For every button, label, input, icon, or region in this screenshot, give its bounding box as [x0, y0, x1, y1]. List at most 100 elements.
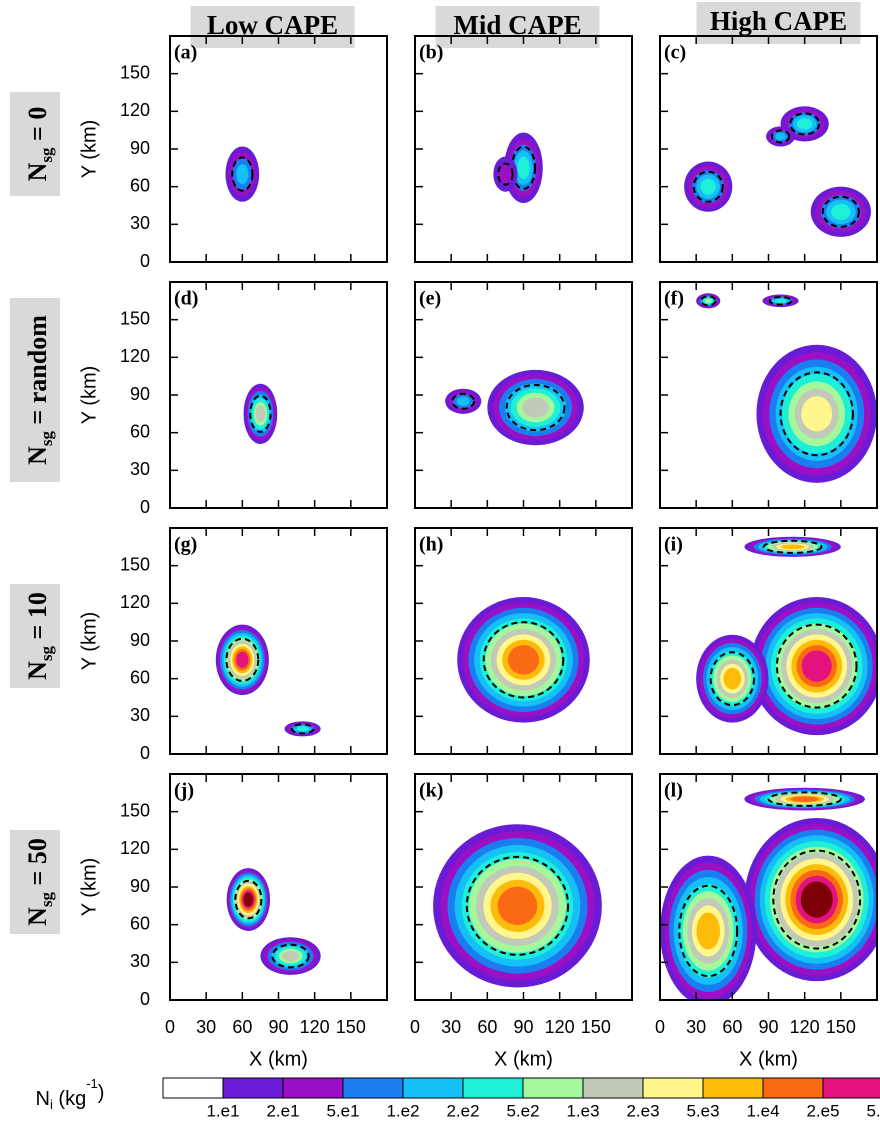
colorbar-label-part: ) — [98, 1082, 105, 1104]
colorbar-box — [762, 1077, 824, 1099]
column-title-box — [435, 6, 600, 48]
x-tick-label: 60 — [477, 1017, 497, 1037]
x-axis-label: X (km) — [739, 1048, 798, 1070]
contour-fill — [704, 298, 712, 304]
contour-field — [433, 824, 602, 988]
contour-fill — [282, 950, 299, 962]
contour-fill — [236, 651, 249, 668]
panel-label: (c) — [664, 42, 686, 64]
x-tick-label: 60 — [232, 1017, 252, 1037]
colorbar-box — [162, 1077, 224, 1099]
y-tick-label: 120 — [120, 100, 150, 120]
contour-fill — [498, 164, 513, 185]
contour-line — [762, 539, 823, 554]
y-tick-label: 120 — [120, 346, 150, 366]
y-tick-label: 150 — [120, 554, 150, 574]
colorbar-tick-label: 2.e5 — [806, 1101, 839, 1120]
contour-fill — [517, 156, 530, 180]
contour-field — [457, 597, 590, 723]
x-axis-label: X (km) — [249, 1048, 308, 1070]
contour-line — [789, 112, 821, 136]
colorbar-tick-label: 1.e4 — [746, 1101, 779, 1120]
contour-line — [821, 195, 860, 228]
y-tick-label: 30 — [130, 213, 150, 233]
contour-line — [482, 621, 565, 699]
contour-line — [770, 129, 791, 144]
contour-line — [779, 371, 854, 457]
contour-fill — [801, 396, 833, 432]
colorbar-label-part: (kg — [53, 1088, 86, 1110]
contour-fill — [775, 132, 786, 141]
panel-label: (i) — [664, 534, 683, 556]
x-tick-label: 150 — [826, 1017, 856, 1037]
y-tick-label: 150 — [120, 62, 150, 82]
row-label-part: sg — [37, 431, 56, 447]
contour-line — [234, 879, 263, 920]
x-tick-label: 90 — [758, 1017, 778, 1037]
colorbar-tick-label: 5.e1 — [326, 1101, 359, 1120]
y-tick-label: 0 — [140, 743, 150, 763]
contour-fill — [801, 650, 832, 682]
x-tick-label: 150 — [581, 1017, 611, 1037]
contour-line — [505, 383, 566, 432]
y-tick-label: 150 — [120, 800, 150, 820]
y-tick-label: 90 — [130, 384, 150, 404]
row-label-box — [10, 298, 60, 482]
row-label-part: N — [23, 446, 52, 465]
contour-fill — [507, 645, 540, 675]
x-tick-label: 120 — [790, 1017, 820, 1037]
contour-line — [772, 849, 862, 950]
column-title: High CAPE — [710, 6, 847, 36]
y-tick-label: 60 — [130, 175, 150, 195]
colorbar-box — [702, 1077, 764, 1099]
contour-fill — [497, 886, 538, 926]
contour-field — [215, 624, 321, 737]
contour-line — [249, 394, 272, 433]
row-label-part: = 50 — [23, 838, 52, 892]
colorbar-box — [402, 1077, 464, 1099]
panel-label: (d) — [174, 288, 198, 310]
row-label-part: = 10 — [23, 592, 52, 646]
y-tick-label: 90 — [130, 630, 150, 650]
contour-fill — [456, 396, 470, 406]
row-label-part: sg — [37, 147, 56, 163]
contour-line — [775, 623, 858, 709]
contour-fill — [236, 164, 249, 185]
contour-line — [767, 791, 842, 807]
row-label-part: sg — [37, 645, 56, 661]
panel-label: (b) — [419, 42, 443, 64]
x-tick-label: 0 — [655, 1017, 665, 1037]
x-axis-label: X (km) — [494, 1048, 553, 1070]
colorbar-box — [522, 1077, 584, 1099]
y-tick-label: 60 — [130, 667, 150, 687]
colorbar-box — [342, 1077, 404, 1099]
colorbar-box — [462, 1077, 524, 1099]
x-tick-label: 0 — [410, 1017, 420, 1037]
colorbar-tick-label: 2.e1 — [266, 1101, 299, 1120]
contour-fill — [780, 544, 805, 550]
colorbar-label-part: N — [36, 1088, 50, 1110]
row-label-box — [10, 92, 60, 196]
y-tick-label: 30 — [130, 459, 150, 479]
colorbar-box — [822, 1077, 880, 1099]
y-axis-label: Y (km) — [78, 858, 100, 917]
row-label: Nsg = 10 — [23, 592, 56, 680]
colorbar-tick-label: 5.e3 — [686, 1101, 719, 1120]
contour-line — [465, 855, 570, 956]
contour-line — [692, 170, 724, 203]
y-tick-label: 0 — [140, 497, 150, 517]
contour-fill — [255, 405, 265, 423]
contour-line — [225, 637, 260, 682]
row-label-part: N — [23, 907, 52, 926]
contour-field — [660, 787, 877, 1000]
colorbar-tick-label: 2.e2 — [446, 1101, 479, 1120]
row-label: Nsg = 0 — [23, 107, 56, 182]
contour-line — [271, 943, 310, 969]
contour-field — [243, 383, 278, 444]
panel-label: (l) — [664, 780, 683, 802]
panel-label: (f) — [664, 288, 684, 310]
panel-label: (g) — [174, 534, 197, 556]
y-tick-label: 60 — [130, 913, 150, 933]
contour-field — [696, 293, 877, 483]
contour-fill — [696, 912, 721, 950]
